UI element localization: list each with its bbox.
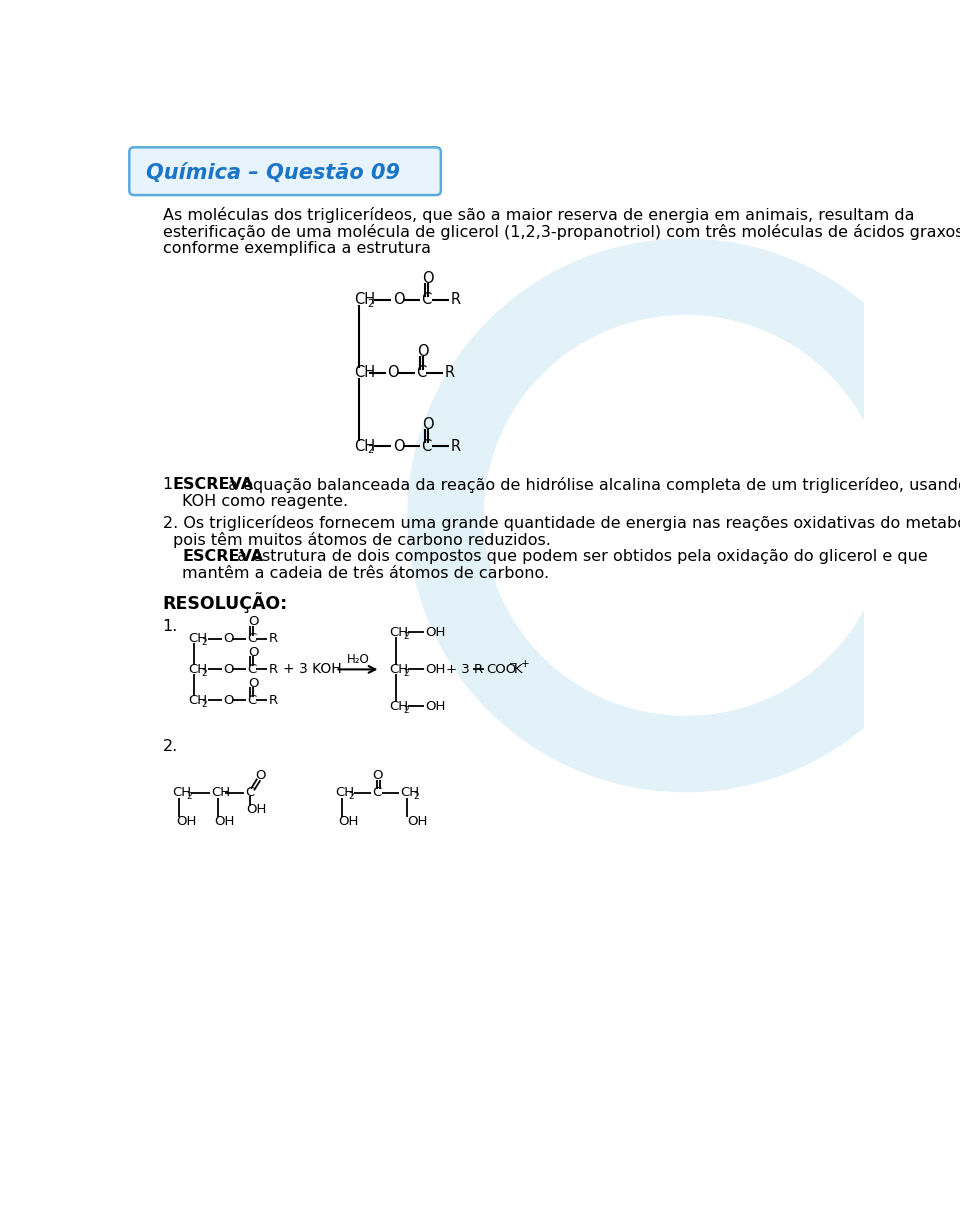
Text: CH: CH [354,293,375,307]
Text: 2: 2 [368,299,373,309]
Text: R: R [269,694,278,707]
Text: 2: 2 [202,700,207,708]
Text: O: O [388,366,399,380]
Text: C: C [246,786,254,799]
Text: CH: CH [354,366,375,380]
Text: CH: CH [390,626,409,639]
Text: K: K [514,663,522,676]
Text: O: O [248,677,258,690]
Text: +: + [521,659,530,669]
Text: a equação balanceada da reação de hidrólise alcalina completa de um trigliceríde: a equação balanceada da reação de hidról… [223,477,960,493]
Text: KOH como reagente.: KOH como reagente. [182,493,348,509]
Text: 2: 2 [186,792,191,801]
Text: 1.: 1. [162,477,183,492]
Text: O: O [223,663,233,676]
Text: C: C [247,632,256,645]
Text: 2: 2 [403,706,409,714]
Text: CH: CH [354,439,375,453]
Text: O: O [422,271,434,286]
Text: O: O [248,615,258,628]
Text: + 3 KOH: + 3 KOH [283,662,342,677]
Text: + 3 R: + 3 R [445,663,483,676]
Text: OH: OH [425,663,445,676]
Text: CH: CH [173,786,192,799]
Text: C: C [247,663,256,676]
Text: RESOLUÇÃO:: RESOLUÇÃO: [162,593,288,614]
Text: 2: 2 [403,668,409,678]
Text: As moléculas dos triglicerídeos, que são a maior reserva de energia em animais, : As moléculas dos triglicerídeos, que são… [162,208,914,224]
Text: 2: 2 [403,632,409,640]
Text: conforme exemplifica a estrutura: conforme exemplifica a estrutura [162,242,431,256]
Text: CH: CH [211,786,230,799]
Text: C: C [372,786,382,799]
Text: esterificação de uma molécula de glicerol (1,2,3-propanotriol) com três molécula: esterificação de uma molécula de glicero… [162,225,960,241]
Text: CH: CH [390,700,409,713]
Text: OH: OH [407,815,427,829]
Text: O: O [223,632,233,645]
Text: 2. Os triglicerídeos fornecem uma grande quantidade de energia nas reações oxida: 2. Os triglicerídeos fornecem uma grande… [162,515,960,531]
Text: O: O [393,293,404,307]
Text: OH: OH [425,700,445,713]
Text: CH: CH [188,694,207,707]
Text: O: O [372,769,383,782]
Text: O: O [417,344,428,358]
Text: C: C [421,439,432,453]
Text: CH: CH [400,786,420,799]
Text: CH: CH [188,663,207,676]
Text: CH: CH [188,632,207,645]
Text: COO: COO [486,663,516,676]
Text: O: O [393,439,404,453]
Text: OH: OH [247,803,267,816]
Text: O: O [248,646,258,659]
Text: 2: 2 [368,445,373,454]
Text: C: C [421,293,432,307]
Text: R: R [269,663,278,676]
Text: ESCREVA: ESCREVA [173,477,253,492]
Text: Química – Questão 09: Química – Questão 09 [146,163,400,182]
Text: 2: 2 [202,668,207,678]
Text: 2: 2 [348,792,354,801]
Text: 2: 2 [202,638,207,646]
Text: pois têm muitos átomos de carbono reduzidos.: pois têm muitos átomos de carbono reduzi… [173,532,551,548]
Text: H₂O: H₂O [347,652,370,666]
Text: OH: OH [425,626,445,639]
Text: C: C [416,366,426,380]
Text: R: R [269,632,278,645]
Text: 2.: 2. [162,739,178,753]
Text: R: R [444,366,455,380]
Text: CH: CH [335,786,354,799]
Text: a estrutura de dois compostos que podem ser obtidos pela oxidação do glicerol e : a estrutura de dois compostos que podem … [232,549,928,564]
Text: C: C [247,694,256,707]
Text: ESCREVA: ESCREVA [182,549,263,564]
FancyBboxPatch shape [130,147,441,196]
Text: R: R [450,439,460,453]
Text: 2: 2 [414,792,420,801]
Text: OH: OH [176,815,196,829]
Text: O: O [223,694,233,707]
Text: R: R [450,293,460,307]
Text: mantêm a cadeia de três átomos de carbono.: mantêm a cadeia de três átomos de carbon… [182,566,549,581]
Text: O: O [422,417,434,433]
Text: OH: OH [339,815,359,829]
Text: OH: OH [214,815,235,829]
Text: O: O [255,769,266,782]
Text: 1.: 1. [162,620,178,634]
Text: −: − [509,659,517,669]
Text: CH: CH [390,663,409,676]
